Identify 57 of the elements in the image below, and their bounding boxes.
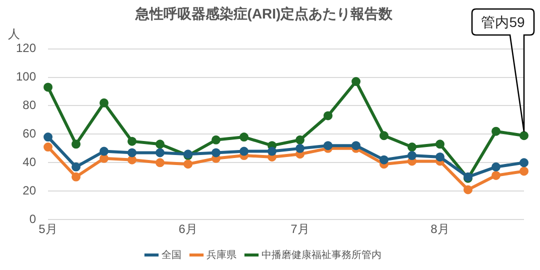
legend-label: 全国 [162,248,182,261]
y-tick-label: 120 [16,41,36,56]
y-axis-title: 人 [8,27,20,42]
y-tick-label: 100 [16,70,36,84]
y-tick-label: 40 [22,154,36,169]
point [492,126,500,136]
point [184,160,193,169]
point [156,148,165,158]
point [156,158,165,168]
point [44,82,53,92]
point [520,131,528,140]
point [240,146,249,156]
point [212,148,221,158]
point [44,132,53,142]
x-tick-label: 7月 [290,222,310,236]
y-tick-label: 20 [22,183,36,198]
legend-label: 中播磨健康福祉事務所管内 [262,248,382,261]
point [72,162,81,172]
point [128,148,137,158]
x-tick-label: 8月 [430,222,450,236]
point [492,162,500,172]
y-tick-label: 60 [22,126,36,141]
point [436,152,445,162]
point [464,185,473,194]
y-tick-label: 0 [29,212,36,226]
point [296,135,305,144]
chart-title: 急性呼吸器感染症(ARI)定点あたり報告数 [134,5,394,22]
point [212,135,221,144]
point [100,146,109,156]
point [240,132,249,142]
legend-label: 兵庫県 [206,248,236,261]
point [128,136,137,146]
point [296,144,305,153]
point [100,154,109,163]
point [408,151,417,160]
point [352,141,361,150]
text: 管内59 [480,12,526,32]
point [380,131,389,140]
point [380,155,389,164]
point [100,98,109,108]
y-tick-label: 80 [22,98,36,112]
point [520,166,528,176]
point [72,172,81,182]
x-tick-label: 5月 [38,222,58,236]
point [324,141,333,150]
point [436,140,445,149]
point [520,158,528,168]
point [44,142,53,152]
point [72,140,81,149]
point [408,142,417,152]
point [492,170,500,180]
point [324,111,333,120]
point [128,155,137,164]
point [268,146,277,156]
point [156,140,165,149]
point [352,77,361,86]
x-tick-label: 6月 [178,222,198,236]
